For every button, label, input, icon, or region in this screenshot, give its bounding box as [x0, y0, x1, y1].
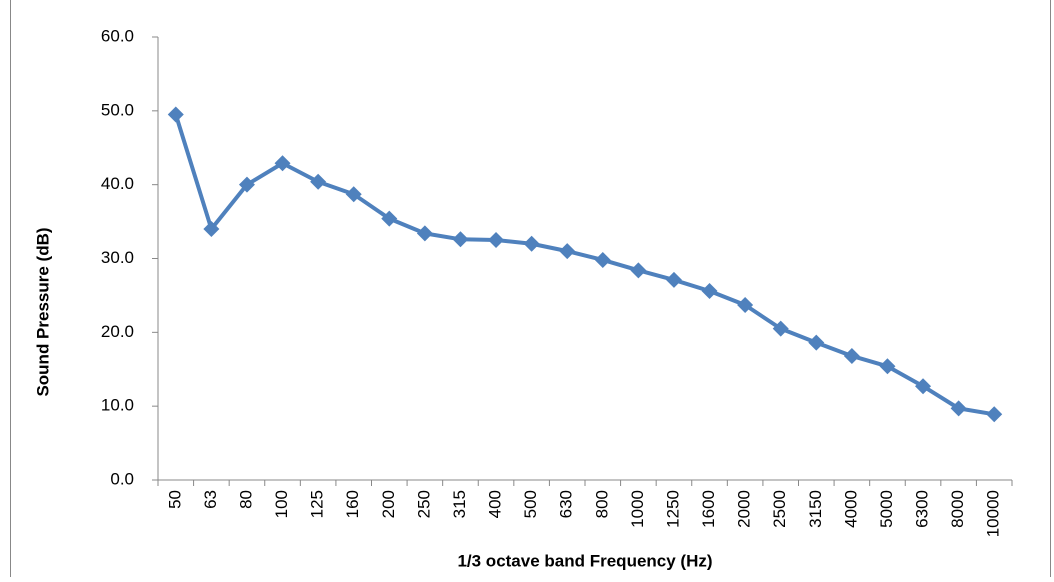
- x-tick-label: 400: [486, 490, 505, 518]
- marker: [416, 225, 433, 242]
- marker: [915, 378, 932, 395]
- x-tick-label: 2500: [770, 490, 789, 528]
- x-tick-label: 800: [592, 490, 611, 518]
- x-tick-label: 315: [450, 490, 469, 518]
- marker: [310, 173, 327, 190]
- marker: [986, 406, 1003, 423]
- y-tick-label: 50.0: [101, 100, 134, 119]
- y-tick-label: 10.0: [101, 396, 134, 415]
- x-tick-label: 630: [557, 490, 576, 518]
- x-tick-label: 10000: [984, 490, 1003, 537]
- marker: [737, 297, 754, 314]
- marker: [808, 334, 825, 351]
- marker: [772, 320, 789, 337]
- x-tick-label: 100: [272, 490, 291, 518]
- marker: [879, 358, 896, 375]
- marker: [203, 220, 220, 237]
- y-axis-title: Sound Pressure (dB): [33, 227, 52, 396]
- marker: [452, 231, 469, 248]
- marker: [274, 155, 291, 172]
- marker: [559, 243, 576, 260]
- marker: [238, 176, 255, 193]
- marker: [488, 232, 505, 249]
- line: [173, 113, 995, 417]
- x-tick-label: 63: [201, 490, 220, 509]
- marker: [701, 282, 718, 299]
- x-tick-label: 2000: [735, 490, 754, 528]
- x-tick-label: 4000: [841, 490, 860, 528]
- x-tick-label: 3150: [806, 490, 825, 528]
- x-tick-label: 125: [308, 490, 327, 518]
- x-tick-label: 1000: [628, 490, 647, 528]
- marker: [381, 210, 398, 227]
- y-tick-label: 40.0: [101, 174, 134, 193]
- marker: [345, 186, 362, 203]
- y-tick-label: 20.0: [101, 322, 134, 341]
- x-tick-label: 1250: [663, 490, 682, 528]
- x-tick-label: 5000: [877, 490, 896, 528]
- x-tick-label: 500: [521, 490, 540, 518]
- x-tick-label: 80: [236, 490, 255, 509]
- y-tick-label: 0.0: [110, 469, 134, 488]
- x-tick-label: 50: [165, 490, 184, 509]
- marker: [523, 235, 540, 252]
- marker: [665, 271, 682, 288]
- marker: [950, 400, 967, 417]
- y-tick-label: 60.0: [101, 26, 134, 45]
- x-tick-label: 250: [414, 490, 433, 518]
- x-tick-label: 8000: [948, 490, 967, 528]
- x-tick-label: 1600: [699, 490, 718, 528]
- x-axis-title: 1/3 octave band Frequency (Hz): [457, 551, 712, 570]
- marker: [594, 251, 611, 268]
- y-tick-label: 30.0: [101, 248, 134, 267]
- marker: [167, 106, 184, 123]
- x-tick-label: 200: [379, 490, 398, 518]
- marker: [630, 262, 647, 279]
- x-tick-label: 160: [343, 490, 362, 518]
- x-tick-label: 6300: [913, 490, 932, 528]
- marker: [843, 347, 860, 364]
